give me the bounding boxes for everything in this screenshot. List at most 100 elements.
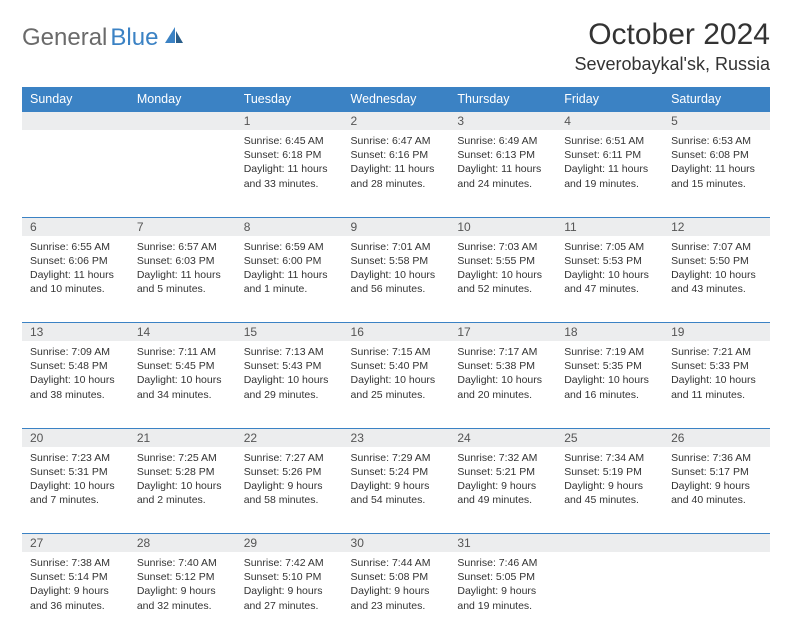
daylight-text: Daylight: 10 hours	[564, 268, 655, 282]
sunrise-text: Sunrise: 7:05 AM	[564, 240, 655, 254]
day-number	[556, 534, 663, 553]
day-number: 1	[236, 112, 343, 131]
sunset-text: Sunset: 5:58 PM	[351, 254, 442, 268]
weekday-header: Friday	[556, 87, 663, 112]
day-number: 25	[556, 428, 663, 447]
daylight-text: and 24 minutes.	[457, 177, 548, 191]
detail-row: Sunrise: 7:38 AMSunset: 5:14 PMDaylight:…	[22, 552, 770, 639]
sunrise-text: Sunrise: 7:13 AM	[244, 345, 335, 359]
day-number: 22	[236, 428, 343, 447]
daylight-text: and 25 minutes.	[351, 388, 442, 402]
daylight-text: Daylight: 11 hours	[351, 162, 442, 176]
day-cell: Sunrise: 7:03 AMSunset: 5:55 PMDaylight:…	[449, 236, 556, 323]
sunset-text: Sunset: 5:35 PM	[564, 359, 655, 373]
sunset-text: Sunset: 5:55 PM	[457, 254, 548, 268]
day-number: 4	[556, 112, 663, 131]
day-cell	[129, 130, 236, 217]
sunset-text: Sunset: 6:11 PM	[564, 148, 655, 162]
sunrise-text: Sunrise: 6:59 AM	[244, 240, 335, 254]
daylight-text: and 49 minutes.	[457, 493, 548, 507]
sunset-text: Sunset: 6:08 PM	[671, 148, 762, 162]
sunrise-text: Sunrise: 7:15 AM	[351, 345, 442, 359]
daylight-text: Daylight: 11 hours	[564, 162, 655, 176]
sunrise-text: Sunrise: 7:09 AM	[30, 345, 121, 359]
daylight-text: Daylight: 10 hours	[671, 268, 762, 282]
day-cell: Sunrise: 7:13 AMSunset: 5:43 PMDaylight:…	[236, 341, 343, 428]
sunset-text: Sunset: 5:43 PM	[244, 359, 335, 373]
sunset-text: Sunset: 6:18 PM	[244, 148, 335, 162]
daylight-text: and 47 minutes.	[564, 282, 655, 296]
sail-icon	[163, 24, 185, 52]
day-cell: Sunrise: 7:46 AMSunset: 5:05 PMDaylight:…	[449, 552, 556, 639]
logo-text-general: General	[22, 24, 107, 52]
detail-row: Sunrise: 7:09 AMSunset: 5:48 PMDaylight:…	[22, 341, 770, 428]
sunrise-text: Sunrise: 7:19 AM	[564, 345, 655, 359]
sunset-text: Sunset: 5:12 PM	[137, 570, 228, 584]
sunrise-text: Sunrise: 7:42 AM	[244, 556, 335, 570]
day-number: 14	[129, 323, 236, 342]
day-number: 18	[556, 323, 663, 342]
daylight-text: Daylight: 9 hours	[671, 479, 762, 493]
weekday-header: Thursday	[449, 87, 556, 112]
weekday-header: Saturday	[663, 87, 770, 112]
title-block: October 2024 Severobaykal'sk, Russia	[574, 18, 770, 75]
day-cell: Sunrise: 6:47 AMSunset: 6:16 PMDaylight:…	[343, 130, 450, 217]
day-cell: Sunrise: 7:40 AMSunset: 5:12 PMDaylight:…	[129, 552, 236, 639]
sunset-text: Sunset: 5:45 PM	[137, 359, 228, 373]
day-number: 6	[22, 217, 129, 236]
weekday-header: Tuesday	[236, 87, 343, 112]
day-cell: Sunrise: 7:38 AMSunset: 5:14 PMDaylight:…	[22, 552, 129, 639]
sunset-text: Sunset: 6:03 PM	[137, 254, 228, 268]
sunset-text: Sunset: 5:48 PM	[30, 359, 121, 373]
sunset-text: Sunset: 5:21 PM	[457, 465, 548, 479]
day-cell: Sunrise: 7:07 AMSunset: 5:50 PMDaylight:…	[663, 236, 770, 323]
sunrise-text: Sunrise: 7:46 AM	[457, 556, 548, 570]
day-number: 11	[556, 217, 663, 236]
sunset-text: Sunset: 6:16 PM	[351, 148, 442, 162]
daylight-text: Daylight: 11 hours	[244, 162, 335, 176]
sunrise-text: Sunrise: 6:47 AM	[351, 134, 442, 148]
day-cell: Sunrise: 7:29 AMSunset: 5:24 PMDaylight:…	[343, 447, 450, 534]
sunrise-text: Sunrise: 6:51 AM	[564, 134, 655, 148]
sunrise-text: Sunrise: 7:32 AM	[457, 451, 548, 465]
day-cell: Sunrise: 6:53 AMSunset: 6:08 PMDaylight:…	[663, 130, 770, 217]
daylight-text: and 28 minutes.	[351, 177, 442, 191]
daynum-row: 13141516171819	[22, 323, 770, 342]
daylight-text: Daylight: 11 hours	[457, 162, 548, 176]
day-number: 31	[449, 534, 556, 553]
daynum-row: 20212223242526	[22, 428, 770, 447]
daynum-row: 12345	[22, 112, 770, 131]
day-number: 3	[449, 112, 556, 131]
daylight-text: and 1 minute.	[244, 282, 335, 296]
day-cell: Sunrise: 7:25 AMSunset: 5:28 PMDaylight:…	[129, 447, 236, 534]
daylight-text: and 16 minutes.	[564, 388, 655, 402]
sunrise-text: Sunrise: 7:36 AM	[671, 451, 762, 465]
sunrise-text: Sunrise: 7:07 AM	[671, 240, 762, 254]
daylight-text: Daylight: 9 hours	[244, 584, 335, 598]
sunset-text: Sunset: 5:14 PM	[30, 570, 121, 584]
daylight-text: and 43 minutes.	[671, 282, 762, 296]
detail-row: Sunrise: 6:55 AMSunset: 6:06 PMDaylight:…	[22, 236, 770, 323]
sunset-text: Sunset: 5:53 PM	[564, 254, 655, 268]
sunrise-text: Sunrise: 7:21 AM	[671, 345, 762, 359]
daylight-text: and 10 minutes.	[30, 282, 121, 296]
day-cell: Sunrise: 7:01 AMSunset: 5:58 PMDaylight:…	[343, 236, 450, 323]
daylight-text: Daylight: 9 hours	[351, 584, 442, 598]
day-number: 5	[663, 112, 770, 131]
sunset-text: Sunset: 5:10 PM	[244, 570, 335, 584]
sunrise-text: Sunrise: 6:53 AM	[671, 134, 762, 148]
daylight-text: and 40 minutes.	[671, 493, 762, 507]
daylight-text: and 52 minutes.	[457, 282, 548, 296]
daylight-text: and 58 minutes.	[244, 493, 335, 507]
weekday-header: Monday	[129, 87, 236, 112]
location-label: Severobaykal'sk, Russia	[574, 54, 770, 75]
day-cell	[556, 552, 663, 639]
sunset-text: Sunset: 5:19 PM	[564, 465, 655, 479]
daylight-text: and 5 minutes.	[137, 282, 228, 296]
day-number: 2	[343, 112, 450, 131]
daylight-text: and 23 minutes.	[351, 599, 442, 613]
day-number: 19	[663, 323, 770, 342]
daylight-text: and 34 minutes.	[137, 388, 228, 402]
daylight-text: and 19 minutes.	[457, 599, 548, 613]
day-number: 16	[343, 323, 450, 342]
